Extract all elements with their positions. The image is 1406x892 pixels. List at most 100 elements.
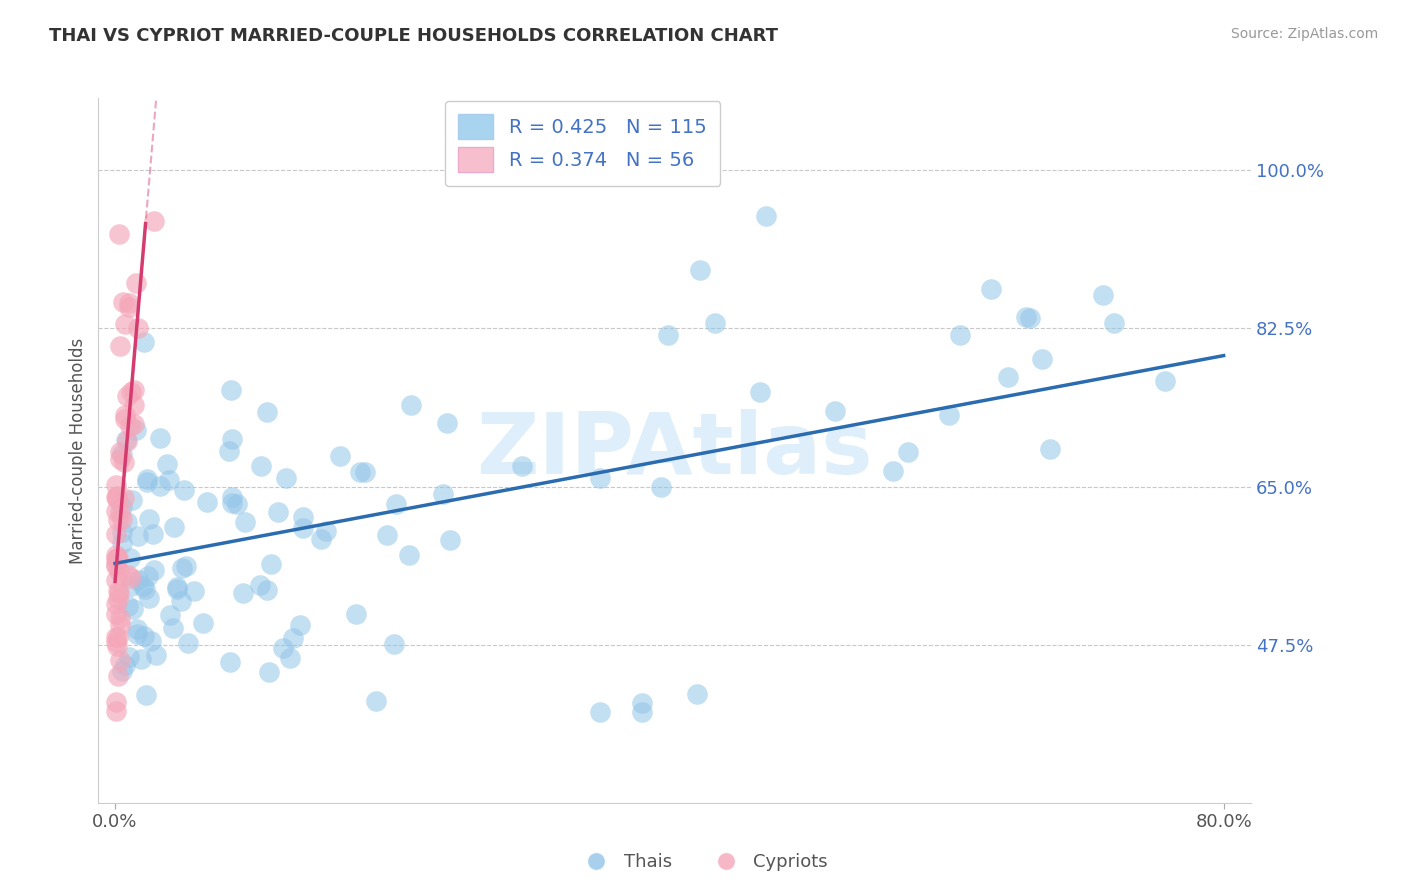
Point	[135, 475, 157, 489]
Point	[267, 505, 290, 519]
Point	[689, 263, 711, 277]
Point	[120, 385, 142, 400]
Point	[1031, 352, 1053, 367]
Point	[1153, 375, 1175, 389]
Point	[249, 578, 271, 592]
Point	[432, 487, 454, 501]
Point	[111, 294, 134, 309]
Point	[630, 706, 652, 720]
Point	[281, 631, 304, 645]
Point	[1015, 310, 1038, 324]
Point	[107, 584, 129, 599]
Point	[997, 370, 1019, 384]
Point	[173, 483, 195, 497]
Point	[105, 607, 128, 621]
Point	[125, 423, 148, 437]
Point	[114, 317, 136, 331]
Point	[105, 478, 128, 492]
Point	[159, 607, 181, 622]
Point	[288, 618, 311, 632]
Point	[107, 513, 129, 527]
Point	[589, 471, 612, 485]
Point	[134, 582, 156, 597]
Point	[259, 665, 281, 679]
Point	[135, 471, 157, 485]
Point	[127, 622, 149, 636]
Point	[271, 641, 294, 656]
Point	[105, 635, 128, 649]
Point	[1104, 316, 1126, 330]
Point	[195, 495, 218, 509]
Point	[120, 571, 142, 585]
Point	[704, 316, 727, 330]
Point	[105, 490, 128, 504]
Point	[118, 649, 141, 664]
Point	[221, 383, 243, 397]
Point	[127, 321, 149, 335]
Point	[124, 277, 146, 291]
Point	[260, 558, 283, 572]
Point	[183, 583, 205, 598]
Point	[122, 398, 145, 412]
Point	[112, 454, 135, 468]
Point	[755, 209, 778, 223]
Point	[118, 296, 141, 310]
Point	[148, 479, 170, 493]
Point	[163, 520, 186, 534]
Point	[221, 491, 243, 505]
Point	[115, 516, 138, 530]
Point	[256, 405, 278, 419]
Point	[115, 434, 138, 449]
Point	[309, 532, 332, 546]
Point	[1039, 442, 1062, 457]
Point	[107, 630, 129, 644]
Point	[108, 505, 131, 519]
Point	[382, 637, 405, 651]
Point	[166, 580, 188, 594]
Point	[221, 496, 243, 510]
Point	[114, 657, 136, 672]
Point	[315, 524, 337, 539]
Point	[117, 599, 139, 613]
Point	[105, 630, 128, 644]
Point	[108, 611, 131, 625]
Point	[291, 521, 314, 535]
Point	[114, 408, 136, 422]
Point	[134, 335, 156, 350]
Point	[882, 464, 904, 478]
Point	[107, 550, 129, 565]
Point	[630, 697, 652, 711]
Point	[111, 664, 134, 678]
Point	[115, 433, 138, 447]
Point	[349, 465, 371, 479]
Point	[132, 579, 155, 593]
Point	[686, 687, 709, 701]
Point	[105, 491, 128, 506]
Point	[142, 527, 165, 541]
Point	[824, 404, 846, 418]
Point	[107, 591, 129, 606]
Point	[364, 694, 387, 708]
Point	[105, 489, 128, 503]
Point	[650, 480, 672, 494]
Legend: R = 0.425   N = 115, R = 0.374   N = 56: R = 0.425 N = 115, R = 0.374 N = 56	[444, 101, 720, 186]
Point	[274, 471, 297, 485]
Point	[233, 515, 256, 529]
Point	[134, 629, 156, 643]
Point	[938, 408, 960, 422]
Point	[108, 618, 131, 632]
Point	[657, 328, 679, 343]
Point	[172, 560, 194, 574]
Point	[218, 444, 240, 458]
Point	[120, 550, 142, 565]
Point	[375, 527, 398, 541]
Point	[292, 510, 315, 524]
Text: Source: ZipAtlas.com: Source: ZipAtlas.com	[1230, 27, 1378, 41]
Point	[329, 449, 352, 463]
Legend: Thais, Cypriots: Thais, Cypriots	[571, 847, 835, 879]
Point	[122, 383, 145, 397]
Point	[142, 564, 165, 578]
Point	[105, 639, 128, 653]
Point	[232, 585, 254, 599]
Point	[225, 497, 247, 511]
